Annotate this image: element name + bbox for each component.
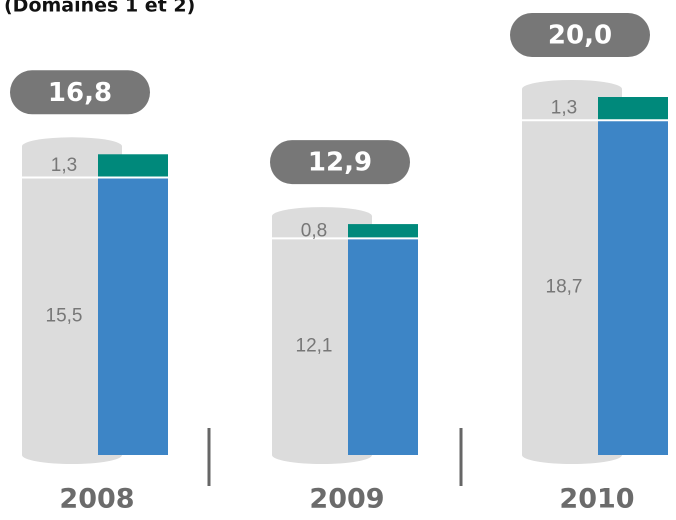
total-pill <box>10 70 150 115</box>
bar-segment <box>98 177 168 456</box>
chart-subtitle: (Domaines 1 et 2) <box>4 0 195 17</box>
total-pill <box>270 140 410 185</box>
segment-label: 0,8 <box>301 220 327 241</box>
bar-segment <box>598 120 668 456</box>
cylinder-bottom <box>22 446 122 464</box>
bar-segment <box>98 154 168 178</box>
segment-label: 15,5 <box>46 305 83 326</box>
total-pill <box>510 13 650 57</box>
bar-segment <box>598 97 668 121</box>
x-tick-label: 2010 <box>559 484 634 515</box>
segment-label: 18,7 <box>546 277 583 298</box>
cylinder-top <box>22 137 122 156</box>
bar-segment <box>348 238 418 455</box>
cylinder-bottom <box>522 446 622 464</box>
cylinder-bottom <box>272 446 372 464</box>
x-tick-label: 2008 <box>59 484 134 515</box>
cylinder-top <box>522 80 622 98</box>
cylinder-top <box>272 207 372 226</box>
segment-label: 1,3 <box>551 98 577 119</box>
segment-label: 12,1 <box>296 336 333 357</box>
x-tick-label: 2009 <box>309 484 384 515</box>
bar-segment <box>348 224 418 239</box>
total-label: 16,8 <box>48 78 112 108</box>
total-label: 20,0 <box>548 21 612 51</box>
segment-label: 1,3 <box>51 155 77 176</box>
total-label: 12,9 <box>308 148 372 178</box>
